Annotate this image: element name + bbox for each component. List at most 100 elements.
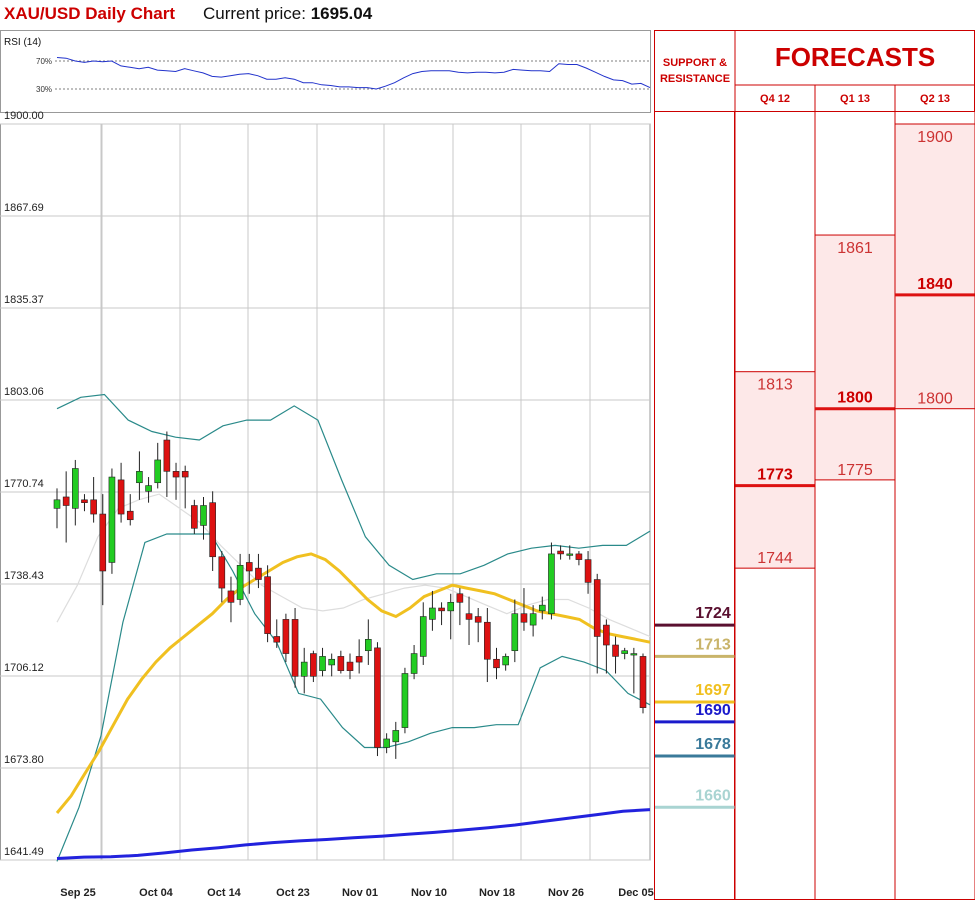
x-tick-label: Nov 01 [342,887,378,899]
candle [163,431,171,497]
candle-body [154,459,162,484]
forecasts-title: FORECASTS [775,42,935,72]
forecast-range-box [894,123,975,410]
candle [447,593,455,640]
candle-body [282,619,290,654]
forecasts-panel: 1813 1773 1744 1861 1800 1775 1900 1840 1800 [654,110,975,900]
forecast-low-label: 1800 [917,391,953,408]
candle [255,553,262,589]
candle-body [639,656,647,708]
candle [575,551,583,566]
candle-body [145,485,152,492]
candle [630,647,638,694]
candle [593,573,601,674]
candle [227,576,235,623]
chart-title: XAU/USD Daily Chart [4,4,175,23]
support-resistance-column: 1724 1713 1697 1690 1678 1660 [654,110,735,900]
candle-body [566,553,574,556]
candle [438,602,445,626]
y-tick-label: 1706.12 [4,662,44,674]
forecast-quarter-label: Q4 12 [760,93,790,105]
candle [264,565,271,643]
candle-body [328,658,335,666]
y-tick-label: 1803.06 [4,386,44,398]
candle [465,596,473,646]
sma-slow-line [56,808,651,860]
candle-body [53,499,61,509]
x-tick-label: Dec 05 [618,887,653,899]
candle-body [172,471,180,478]
forecast-mid-label: 1773 [757,467,793,484]
candle-body [365,639,372,652]
candle [374,642,381,757]
candle-body [273,636,281,643]
candle-body [456,593,464,603]
forecast-range-box [814,234,896,481]
candle [392,721,400,759]
y-tick-label: 1867.69 [4,202,44,214]
candle [493,647,500,680]
current-price-value: 1695.04 [310,4,373,23]
candle-body [108,476,116,563]
sr-header-line2: RESISTANCE [660,73,730,85]
forecast-mid-label: 1800 [837,390,873,407]
candle-body [255,567,262,580]
candle-body [264,576,271,634]
bollinger-lower [56,533,651,862]
candle [300,647,308,694]
candle-body [300,661,308,677]
forecast-mid-label: 1840 [917,276,953,293]
candle-body [438,607,445,612]
candle-body [429,607,436,620]
candle [328,653,335,677]
candle-body [538,604,546,612]
candle [72,459,79,526]
candle [218,551,226,603]
candle [529,605,537,637]
candle [191,499,198,534]
chart-grid [0,123,651,861]
candle [53,488,61,529]
candle [181,465,189,509]
candle [81,494,88,512]
y-tick-label: 1900.00 [4,110,44,122]
candle-body [291,619,299,677]
candle-body [200,505,207,526]
x-tick-label: Oct 23 [276,887,310,899]
candle [273,619,281,648]
candle-body [126,510,134,521]
candle-body [419,616,427,657]
candle-body [383,738,390,748]
x-axis: Sep 25 Oct 04 Oct 14 Oct 23 Nov 01 Nov 10 Nov … [60,887,653,899]
sr-level-label: 1713 [695,636,731,653]
candle [548,542,555,620]
candle [365,619,372,665]
candle [245,553,253,594]
x-tick-label: Oct 14 [207,887,242,899]
candle-body [612,644,619,657]
candle-body [511,613,519,652]
candle [172,462,180,500]
candle-body [245,562,253,572]
candle-body [218,556,226,589]
candle [520,588,528,631]
candle [209,491,216,571]
rsi-line [56,57,651,90]
candle-body [401,673,409,728]
y-axis: 1900.00 1867.69 1835.37 1803.06 1770.74 1738.… [4,110,44,858]
candle-body [520,613,528,623]
candle [639,653,647,714]
price-chart: 1900.00 1867.69 1835.37 1803.06 1770.74 1738.… [0,110,975,900]
candle [502,653,509,671]
candle-body [355,656,363,663]
candle [584,551,592,594]
chart-header: XAU/USD Daily Chart Current price: 1695.… [0,0,650,30]
candle [126,494,134,526]
candle-body [90,499,97,515]
candles [53,431,647,759]
candle [90,477,97,523]
forecast-column: 1813 1773 1744 [734,110,816,900]
candle [200,496,207,540]
candle [538,596,546,620]
x-tick-label: Sep 25 [60,887,95,899]
